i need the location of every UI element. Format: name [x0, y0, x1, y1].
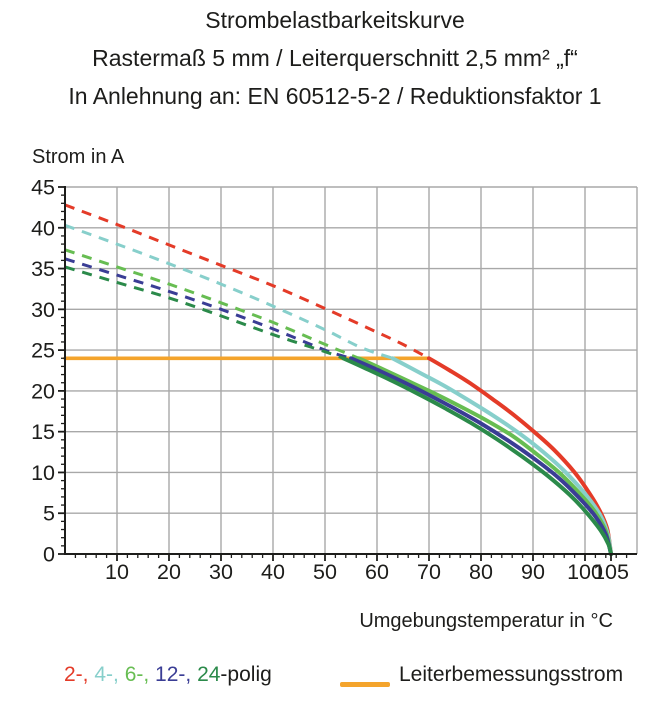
curve-4-polig-dashed [64, 223, 394, 360]
x-tick-label: 80 [469, 560, 493, 584]
chart-title-block: Strombelastbarkeitskurve Rastermaß 5 mm … [0, 1, 670, 115]
y-tick-label: 45 [31, 176, 55, 200]
curve-24-polig-dashed [64, 265, 344, 360]
legend-poles-part: 6-, [124, 663, 156, 686]
legend-poles-part: -polig [220, 663, 272, 686]
x-tick-label: 90 [521, 560, 545, 584]
x-tick-label: 105 [593, 560, 629, 584]
y-tick-label: 20 [31, 379, 55, 403]
y-tick-label: 15 [31, 420, 55, 444]
chart-title-line-1: Strombelastbarkeitskurve [205, 7, 465, 33]
curve-12-polig-dashed [64, 257, 352, 360]
y-tick-label: 5 [43, 502, 55, 526]
legend-poles-part: 2-, [64, 663, 95, 686]
curve-24-polig-solid [341, 356, 613, 556]
rated-current-label: Leiterbemessungsstrom [399, 663, 624, 686]
y-tick-label: 25 [31, 339, 55, 363]
chart-title-line-3: In Anlehnung an: EN 60512-5-2 / Reduktio… [68, 83, 602, 109]
legend-poles-part: 24 [197, 663, 221, 686]
grid-layer [65, 186, 638, 554]
curve-6-polig-solid [356, 356, 613, 556]
y-tick-label: 30 [31, 298, 55, 322]
legend-poles-label: 2-, 4-, 6-, 12-, 24-polig [64, 663, 272, 687]
curve-2-polig-dashed [64, 203, 430, 360]
curve-4-polig-solid [390, 356, 613, 556]
y-tick-label: 35 [31, 257, 55, 281]
chart-title-line-2: Rastermaß 5 mm / Leiterquerschnitt 2,5 m… [92, 45, 578, 71]
x-tick-label: 20 [157, 560, 181, 584]
x-tick-label: 40 [261, 560, 285, 584]
x-tick-label: 70 [417, 560, 441, 584]
curves-layer [64, 203, 613, 556]
rated-current-swatch [340, 682, 390, 687]
y-tick-label: 0 [43, 543, 55, 567]
y-tick-label: 40 [31, 216, 55, 240]
curve-6-polig-dashed [64, 248, 360, 360]
x-axis-title: Umgebungstemperatur in °C [359, 610, 613, 632]
y-axis-title: Strom in A [32, 146, 125, 168]
legend-poles-part: 4-, [94, 663, 125, 686]
legend-poles-part: 12-, [155, 663, 198, 686]
axes-layer [58, 186, 637, 561]
x-tick-label: 10 [105, 560, 129, 584]
curve-12-polig-solid [349, 356, 613, 556]
y-tick-label: 10 [31, 461, 55, 485]
x-tick-label: 100 [567, 560, 603, 584]
x-tick-label: 50 [313, 560, 337, 584]
x-tick-label: 60 [365, 560, 389, 584]
x-tick-label: 30 [209, 560, 233, 584]
